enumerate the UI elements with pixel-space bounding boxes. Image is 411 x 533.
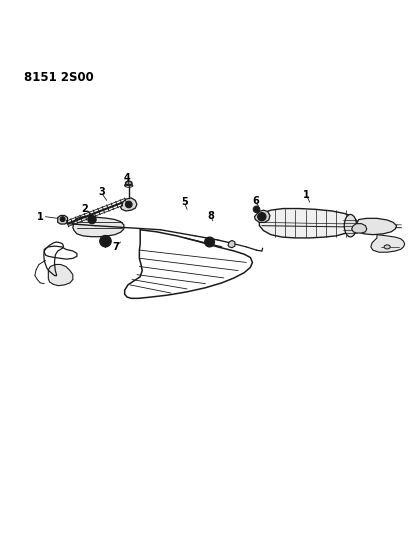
Circle shape	[100, 236, 111, 247]
Circle shape	[125, 201, 132, 208]
Polygon shape	[259, 208, 356, 238]
Text: 7: 7	[112, 242, 119, 252]
Polygon shape	[73, 217, 124, 237]
Circle shape	[205, 237, 215, 247]
Polygon shape	[356, 219, 397, 235]
Polygon shape	[228, 240, 235, 248]
Polygon shape	[371, 235, 405, 252]
Text: 4: 4	[124, 173, 131, 183]
Text: 1: 1	[37, 212, 44, 222]
Polygon shape	[48, 264, 73, 286]
Text: 3: 3	[98, 187, 105, 197]
Circle shape	[90, 217, 94, 222]
Polygon shape	[352, 224, 367, 233]
Ellipse shape	[125, 181, 132, 185]
Circle shape	[253, 206, 260, 213]
Ellipse shape	[344, 214, 356, 237]
Ellipse shape	[384, 245, 390, 249]
Circle shape	[103, 238, 109, 244]
Text: 5: 5	[181, 197, 188, 207]
Circle shape	[60, 217, 65, 222]
Polygon shape	[254, 210, 270, 222]
Polygon shape	[58, 215, 67, 224]
Circle shape	[258, 213, 266, 221]
Text: 6: 6	[252, 196, 259, 206]
Circle shape	[88, 215, 96, 224]
Polygon shape	[120, 198, 137, 211]
Circle shape	[207, 239, 212, 245]
Text: 2: 2	[82, 204, 88, 214]
Text: 8: 8	[207, 211, 214, 221]
Text: 1: 1	[303, 190, 310, 200]
Text: 8151 2S00: 8151 2S00	[24, 71, 94, 84]
